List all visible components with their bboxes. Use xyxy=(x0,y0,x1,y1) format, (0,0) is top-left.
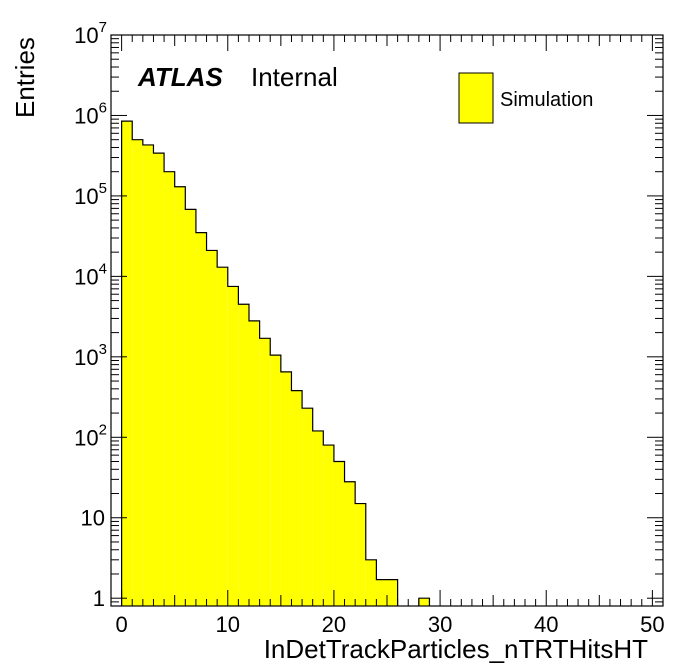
histogram-bar xyxy=(323,445,334,606)
x-tick-label: 20 xyxy=(322,612,346,637)
histogram-bars xyxy=(121,120,431,607)
histogram-bar xyxy=(259,338,271,606)
histogram-bar xyxy=(418,598,430,606)
histogram-bar xyxy=(132,139,143,607)
histogram-outline xyxy=(121,120,399,606)
x-tick-label: 10 xyxy=(216,612,240,637)
histogram-bar xyxy=(249,320,260,606)
histogram-bar xyxy=(121,121,133,607)
y-tick-label: 10 xyxy=(81,506,105,531)
histogram-bar xyxy=(185,209,196,606)
histogram-bar xyxy=(217,267,228,606)
histogram-bar xyxy=(355,503,366,606)
y-tick-label: 104 xyxy=(74,260,107,289)
histogram-bar xyxy=(312,430,324,606)
histogram-bar xyxy=(174,186,186,606)
histogram-bar xyxy=(387,579,398,606)
histogram-bar xyxy=(280,371,292,606)
y-axis-title: Entries xyxy=(10,37,40,118)
internal-label: Internal xyxy=(251,62,338,92)
histogram-bar xyxy=(333,461,345,606)
histogram-bar xyxy=(291,390,303,606)
x-axis-title: InDetTrackParticles_nTRTHitsHT xyxy=(264,634,648,664)
histogram-bar xyxy=(302,408,313,606)
histogram-bar xyxy=(206,250,218,606)
x-tick-label: 40 xyxy=(534,612,558,637)
y-tick-label: 103 xyxy=(74,341,107,370)
histogram-bar xyxy=(270,355,281,606)
histogram-bar xyxy=(227,286,239,606)
y-tick-label: 105 xyxy=(74,180,107,209)
histogram-bar xyxy=(238,304,249,606)
x-tick-label: 0 xyxy=(115,612,127,637)
histogram-bar xyxy=(142,144,154,606)
histogram-bar xyxy=(376,579,387,606)
histogram-bar xyxy=(344,481,356,606)
y-tick-label: 106 xyxy=(74,99,107,128)
histogram-bar xyxy=(164,171,175,607)
legend-swatch xyxy=(458,72,494,124)
histogram-bar xyxy=(153,153,165,606)
axis-ticks xyxy=(110,34,664,607)
tick-labels: 0 10 20 30 40 50 1 10 102 103 104 105 106 107 xyxy=(74,19,664,637)
x-tick-label: 50 xyxy=(640,612,664,637)
histogram-bar xyxy=(195,232,207,606)
y-tick-label: 1 xyxy=(93,586,105,611)
legend-entry-label: Simulation xyxy=(500,89,593,111)
y-tick-label: 107 xyxy=(74,19,107,48)
y-tick-label: 102 xyxy=(74,421,107,450)
x-tick-label: 30 xyxy=(428,612,452,637)
histogram-bar xyxy=(365,559,377,606)
atlas-label: ATLAS xyxy=(137,62,223,92)
